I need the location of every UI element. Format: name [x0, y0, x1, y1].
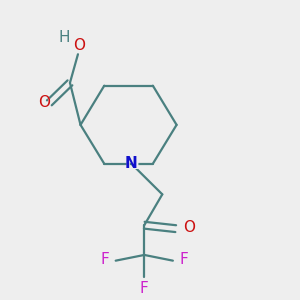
Text: N: N [124, 155, 139, 173]
Text: O: O [182, 218, 197, 236]
Text: O: O [38, 95, 50, 110]
Text: O: O [74, 38, 86, 53]
Text: N: N [125, 156, 138, 171]
Text: F: F [179, 252, 188, 267]
Text: F: F [178, 250, 189, 268]
Text: H: H [58, 28, 71, 46]
Text: O: O [184, 220, 196, 235]
Text: O: O [72, 37, 86, 55]
Text: F: F [139, 279, 149, 297]
Text: F: F [140, 280, 149, 296]
Text: H: H [58, 30, 70, 45]
Text: F: F [100, 252, 109, 267]
Text: F: F [100, 250, 110, 268]
Text: O: O [37, 94, 51, 112]
